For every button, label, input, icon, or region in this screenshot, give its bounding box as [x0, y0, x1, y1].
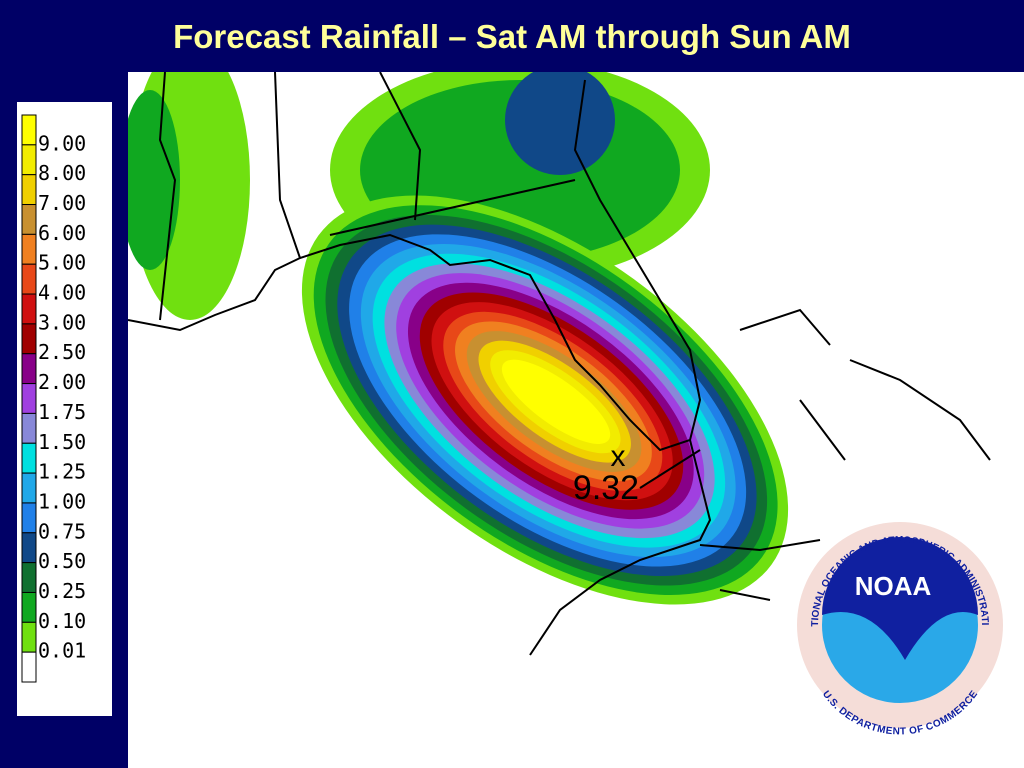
- legend-swatch: [21, 562, 37, 593]
- legend-label: 8.00: [38, 161, 86, 185]
- legend-label: 1.75: [38, 400, 86, 424]
- coastlines: [128, 72, 991, 656]
- legend: 9.00 8.00 7.00 6.00 5.00 4.00 3.00 2.50 2.00 1.75…: [21, 114, 86, 683]
- legend-swatch: [21, 263, 37, 295]
- rain-field: [128, 72, 789, 605]
- legend-label: 1.00: [38, 489, 86, 513]
- legend-swatch: [21, 323, 37, 355]
- legend-swatch: [21, 472, 37, 504]
- legend-label: 0.25: [38, 579, 86, 603]
- legend-label: 2.50: [38, 340, 86, 364]
- legend-swatch: [21, 412, 37, 444]
- legend-label: 2.00: [38, 370, 86, 394]
- logo-name: NOAA: [855, 571, 932, 601]
- legend-swatch: [21, 353, 37, 385]
- legend-swatch: [21, 144, 37, 176]
- legend-swatch: [21, 293, 37, 325]
- legend-label: 0.01: [38, 639, 86, 663]
- legend-label: 6.00: [38, 221, 86, 245]
- max-marker: x: [611, 440, 626, 473]
- legend-label: 3.00: [38, 310, 86, 334]
- legend-swatch: [21, 502, 37, 534]
- legend-label: 1.50: [38, 430, 86, 454]
- rain-bands: [301, 195, 789, 605]
- legend-swatch: [21, 621, 37, 653]
- pointer-line: [639, 449, 701, 489]
- legend-label: 0.75: [38, 519, 86, 543]
- slide-title: Forecast Rainfall – Sat AM through Sun A…: [173, 18, 851, 55]
- legend-swatch: [21, 591, 37, 623]
- legend-label: 0.50: [38, 549, 86, 573]
- legend-swatch: [21, 442, 37, 474]
- legend-swatch: [21, 174, 37, 206]
- legend-label: 5.00: [38, 251, 86, 275]
- legend-swatch: [21, 233, 37, 265]
- logo-top: [822, 537, 978, 660]
- legend-label: 1.25: [38, 460, 86, 484]
- legend-label: 9.00: [38, 131, 86, 155]
- legend-label: 4.00: [38, 281, 86, 305]
- legend-swatch: [21, 651, 37, 683]
- legend-label: 7.00: [38, 191, 86, 215]
- legend-swatch: [21, 383, 37, 414]
- legend-label: 0.10: [38, 609, 86, 633]
- legend-swatch: [21, 532, 37, 564]
- legend-swatch: [21, 204, 37, 235]
- legend-swatch: [21, 114, 37, 146]
- max-label: 9.32: [573, 469, 639, 507]
- rain-band: [501, 359, 611, 444]
- max-marker-group: x 9.32: [573, 440, 701, 507]
